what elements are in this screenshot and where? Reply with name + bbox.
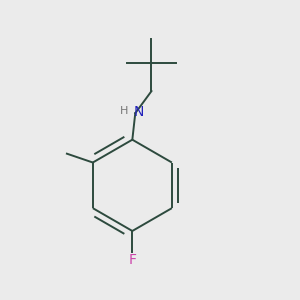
- Text: H: H: [120, 106, 128, 116]
- Text: N: N: [134, 105, 144, 119]
- Text: F: F: [128, 253, 136, 266]
